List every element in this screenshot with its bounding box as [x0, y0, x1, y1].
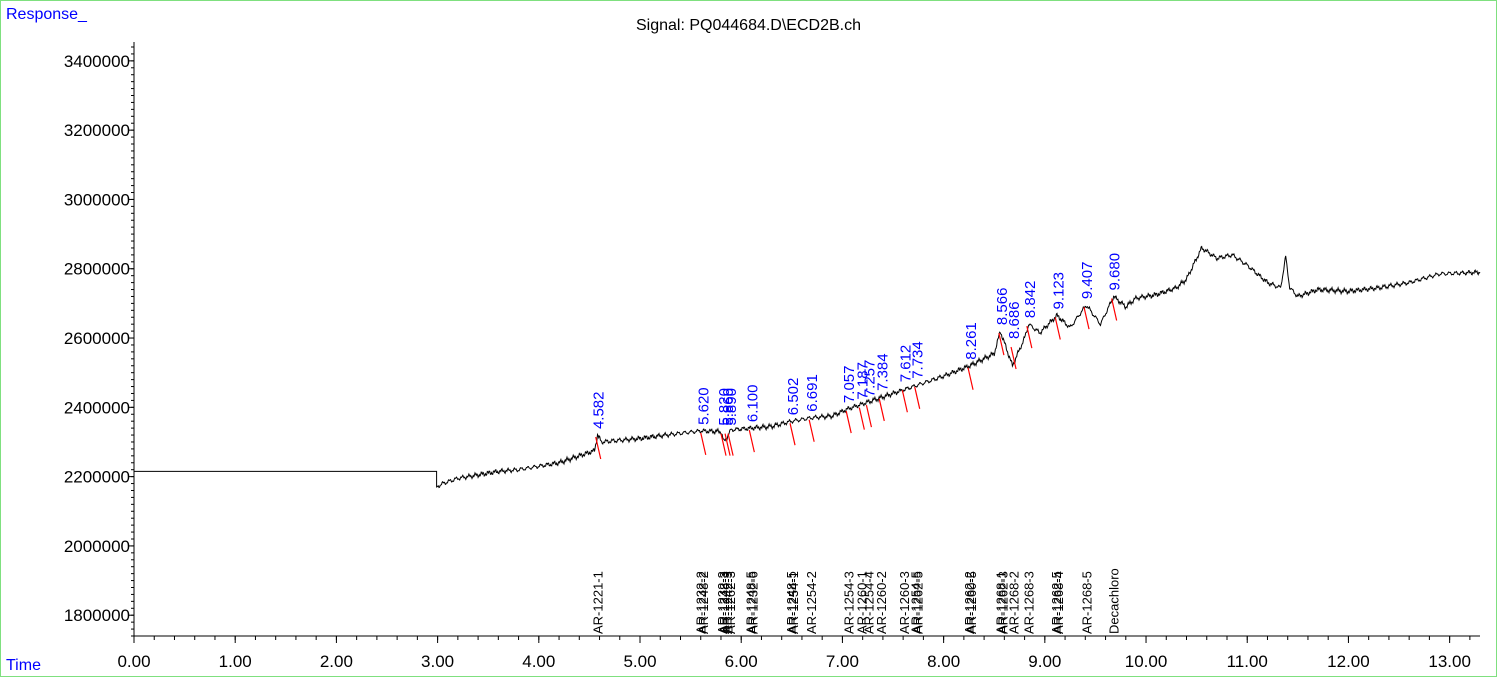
y-tick-label-0: 1800000 [64, 606, 130, 625]
x-tick-label-2: 2.00 [320, 652, 353, 671]
integration-baseline-1 [700, 432, 707, 456]
x-tick-label-6: 6.00 [725, 652, 758, 671]
peak-label-6: 6.502 [785, 378, 802, 416]
x-tick-label-7: 7.00 [826, 652, 859, 671]
integration-baseline-19 [1083, 306, 1090, 330]
integration-baseline-9 [858, 407, 865, 430]
compound-marker-2: AR-1248-2 [696, 571, 711, 634]
integration-baseline-5 [748, 429, 755, 453]
peak-label-11: 7.384 [874, 353, 891, 391]
y-tick-label-5: 2800000 [64, 260, 130, 279]
compound-marker-15: AR-1260-2 [874, 571, 889, 634]
compound-marker-28: Decachloro [1107, 568, 1122, 634]
compound-marker-12: AR-1254-3 [841, 571, 856, 634]
integration-baseline-4 [727, 433, 734, 456]
integration-baseline-6 [789, 423, 796, 446]
integration-baseline-0 [595, 436, 602, 460]
compound-marker-24: AR-1268-3 [1022, 571, 1037, 634]
peak-label-0: 4.582 [591, 392, 608, 430]
integration-baseline-15 [998, 332, 1005, 356]
peak-label-19: 9.407 [1079, 262, 1096, 300]
x-tick-label-5: 5.00 [623, 652, 656, 671]
y-axis-label: Response_ [6, 6, 87, 23]
integration-baseline-12 [901, 390, 908, 413]
peak-label-10: 7.257 [861, 360, 878, 398]
compound-marker-22: AR-1262-3 [995, 571, 1010, 634]
peak-label-3: 5.860 [720, 388, 737, 426]
compound-marker-5: AR-1242-3 [720, 571, 735, 634]
integration-baseline-18 [1054, 317, 1061, 340]
integration-baseline-16 [1010, 346, 1017, 370]
compound-marker-10: AR-1254-1 [786, 571, 801, 634]
x-tick-label-4: 4.00 [522, 652, 555, 671]
peak-label-8: 7.057 [841, 366, 858, 404]
peak-label-9: 7.187 [854, 362, 871, 400]
integration-baseline-7 [808, 419, 815, 442]
compound-marker-20: AR-1260-5 [964, 571, 979, 634]
y-tick-label-2: 2200000 [64, 468, 130, 487]
peak-label-18: 9.123 [1050, 272, 1067, 310]
compound-marker-21: AR-1268-1 [993, 571, 1008, 634]
y-tick-label-7: 3200000 [64, 121, 130, 140]
compound-marker-19: AR-1262-2 [962, 571, 977, 634]
compound-marker-26: AR-1268-4 [1051, 571, 1066, 634]
x-tick-label-11: 11.00 [1227, 652, 1268, 671]
compound-marker-11: AR-1254-2 [804, 571, 819, 634]
y-tick-label-4: 2600000 [64, 329, 130, 348]
peak-label-20: 9.680 [1107, 253, 1124, 291]
x-axis-label: Time [6, 657, 41, 674]
peak-label-14: 8.261 [963, 322, 980, 360]
peak-label-2: 5.820 [716, 388, 733, 426]
peak-label-1: 5.620 [696, 387, 713, 425]
compound-marker-4: AR-1248-3 [717, 571, 732, 634]
compound-marker-16: AR-1260-3 [897, 571, 912, 634]
compound-marker-23: AR-1268-2 [1006, 571, 1021, 634]
x-tick-label-8: 8.00 [927, 652, 960, 671]
y-tick-label-1: 2000000 [64, 537, 130, 556]
compound-marker-17: AR-1254-5 [908, 571, 923, 634]
peak-label-17: 8.842 [1022, 281, 1039, 319]
compound-marker-3: AR-1232-3 [715, 571, 730, 634]
integration-baseline-20 [1111, 298, 1118, 321]
peak-label-13: 7.734 [910, 341, 927, 379]
compound-marker-14: AR-1254-4 [862, 571, 877, 634]
y-tick-label-3: 2400000 [64, 398, 130, 417]
compound-marker-9: AR-1248-5 [784, 571, 799, 634]
integration-baseline-11 [878, 398, 885, 422]
y-tick-label-6: 3000000 [64, 190, 130, 209]
integration-baseline-14 [967, 367, 974, 390]
x-tick-label-12: 12.00 [1327, 652, 1370, 671]
peak-label-5: 6.100 [744, 385, 761, 423]
chart-title: Signal: PQ044684.D\ECD2B.ch [635, 17, 861, 34]
compound-marker-1: AR-1232-2 [694, 571, 709, 634]
peak-label-4: 5.890 [723, 388, 740, 426]
y-tick-label-8: 3400000 [64, 52, 130, 71]
x-tick-label-9: 9.00 [1028, 652, 1061, 671]
x-tick-label-3: 3.00 [421, 652, 454, 671]
integration-baseline-10 [865, 405, 873, 428]
x-tick-label-0: 0.00 [117, 652, 150, 671]
peak-label-7: 6.691 [804, 374, 821, 412]
signal-trace [134, 245, 1481, 489]
compound-marker-7: AR-1248-5 [743, 571, 758, 634]
compound-marker-13: AR-1260-1 [855, 571, 870, 634]
integration-baseline-13 [914, 386, 921, 409]
compound-marker-25: AR-1262-5 [1049, 571, 1064, 634]
integration-baseline-8 [845, 410, 852, 434]
x-tick-label-1: 1.00 [219, 652, 252, 671]
compound-marker-0: AR-1221-1 [591, 571, 606, 634]
integration-baseline-2 [720, 433, 727, 456]
peak-label-15: 8.566 [994, 288, 1011, 326]
peak-label-16: 8.686 [1006, 301, 1023, 339]
integration-baseline-3 [724, 433, 731, 456]
compound-marker-18: AR-1262-5 [910, 571, 925, 634]
compound-marker-8: AR-1232-6 [745, 571, 760, 634]
peak-label-12: 7.612 [897, 345, 914, 383]
compound-marker-6: AR-1262-3 [723, 571, 738, 634]
integration-baseline-17 [1026, 326, 1033, 349]
x-tick-label-13: 13.00 [1428, 652, 1471, 671]
x-tick-label-10: 10.00 [1125, 652, 1168, 671]
compound-marker-27: AR-1268-5 [1079, 571, 1094, 634]
